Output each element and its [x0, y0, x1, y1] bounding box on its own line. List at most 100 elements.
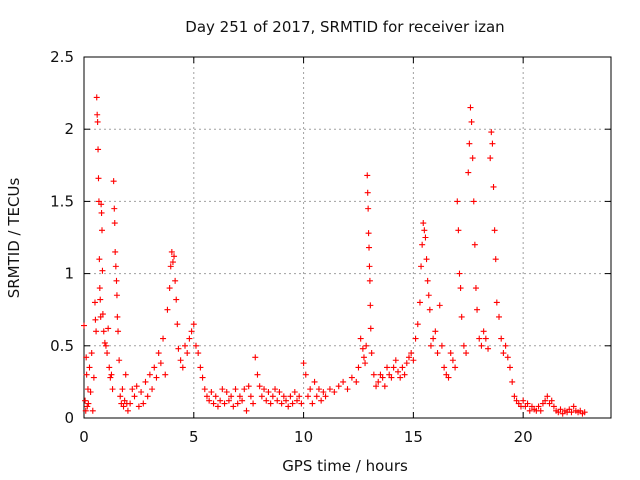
data-point	[381, 383, 388, 390]
data-point	[225, 397, 232, 404]
data-point	[112, 263, 119, 270]
data-point	[173, 296, 180, 303]
data-point	[472, 285, 479, 292]
data-point	[206, 397, 213, 404]
data-point	[250, 400, 257, 407]
data-point	[524, 400, 531, 407]
data-point	[274, 397, 281, 404]
data-point	[373, 383, 380, 390]
data-point	[366, 263, 373, 270]
data-point	[568, 409, 575, 416]
data-point	[498, 335, 505, 342]
data-point	[95, 146, 102, 153]
data-point	[432, 328, 439, 335]
data-point	[82, 407, 89, 414]
x-tick-label: 15	[404, 428, 423, 446]
data-point	[111, 205, 118, 212]
data-point	[84, 403, 91, 410]
data-point	[365, 205, 372, 212]
data-point	[276, 389, 283, 396]
data-point	[113, 292, 120, 299]
data-point	[470, 198, 477, 205]
x-tick-label: 10	[294, 428, 313, 446]
data-point	[261, 386, 268, 393]
data-point	[416, 299, 423, 306]
data-point	[408, 350, 415, 357]
data-point	[221, 400, 228, 407]
data-point	[85, 400, 92, 407]
data-point	[190, 321, 197, 328]
data-point	[436, 302, 443, 309]
data-point	[500, 350, 507, 357]
data-point	[116, 357, 123, 364]
data-point	[186, 335, 193, 342]
data-point	[287, 393, 294, 400]
data-point	[188, 328, 195, 335]
data-point	[403, 360, 410, 367]
data-point	[458, 313, 465, 320]
data-point	[466, 140, 473, 147]
data-point	[535, 403, 542, 410]
y-tick-label: 1.5	[50, 192, 74, 210]
data-point	[430, 335, 437, 342]
data-point	[109, 386, 116, 393]
data-point	[182, 342, 189, 349]
data-point	[367, 302, 374, 309]
data-point	[395, 368, 402, 375]
data-point	[399, 364, 406, 371]
data-point	[124, 407, 131, 414]
data-point	[117, 393, 124, 400]
data-point	[90, 374, 97, 381]
data-point	[544, 393, 551, 400]
data-point	[265, 389, 272, 396]
data-point	[82, 397, 89, 404]
data-point	[414, 321, 421, 328]
data-point	[232, 386, 239, 393]
data-point	[300, 360, 307, 367]
data-point	[465, 169, 472, 176]
data-point	[434, 350, 441, 357]
data-point	[283, 397, 290, 404]
data-point	[291, 389, 298, 396]
data-point	[490, 183, 497, 190]
data-point	[557, 406, 564, 413]
data-point	[506, 364, 513, 371]
data-point	[241, 386, 248, 393]
x-ticks: 0 5 10 15 20	[79, 57, 533, 446]
data-point	[293, 397, 300, 404]
data-point	[201, 386, 208, 393]
data-point	[313, 393, 320, 400]
data-point	[410, 357, 417, 364]
data-point	[401, 371, 408, 378]
data-point	[140, 400, 147, 407]
y-tick-label: 2	[64, 120, 74, 138]
data-point	[493, 299, 500, 306]
y-tick-label: 0.5	[50, 337, 74, 355]
data-point	[474, 306, 481, 313]
data-point	[104, 350, 111, 357]
data-point	[424, 277, 431, 284]
data-point	[245, 383, 252, 390]
data-point	[98, 201, 105, 208]
data-point	[370, 371, 377, 378]
data-point	[243, 407, 250, 414]
data-point	[487, 155, 494, 162]
data-point	[570, 403, 577, 410]
data-point	[214, 403, 221, 410]
data-point	[278, 400, 285, 407]
data-point	[95, 175, 102, 182]
data-point	[208, 389, 215, 396]
data-point	[447, 350, 454, 357]
data-point	[210, 400, 217, 407]
data-point	[476, 335, 483, 342]
data-point	[160, 335, 167, 342]
data-point	[230, 403, 237, 410]
data-point	[412, 335, 419, 342]
data-point	[219, 386, 226, 393]
data-point	[84, 386, 91, 393]
data-point	[168, 248, 175, 255]
data-point	[171, 253, 178, 260]
plot-frame	[83, 56, 612, 419]
data-points	[81, 94, 588, 417]
